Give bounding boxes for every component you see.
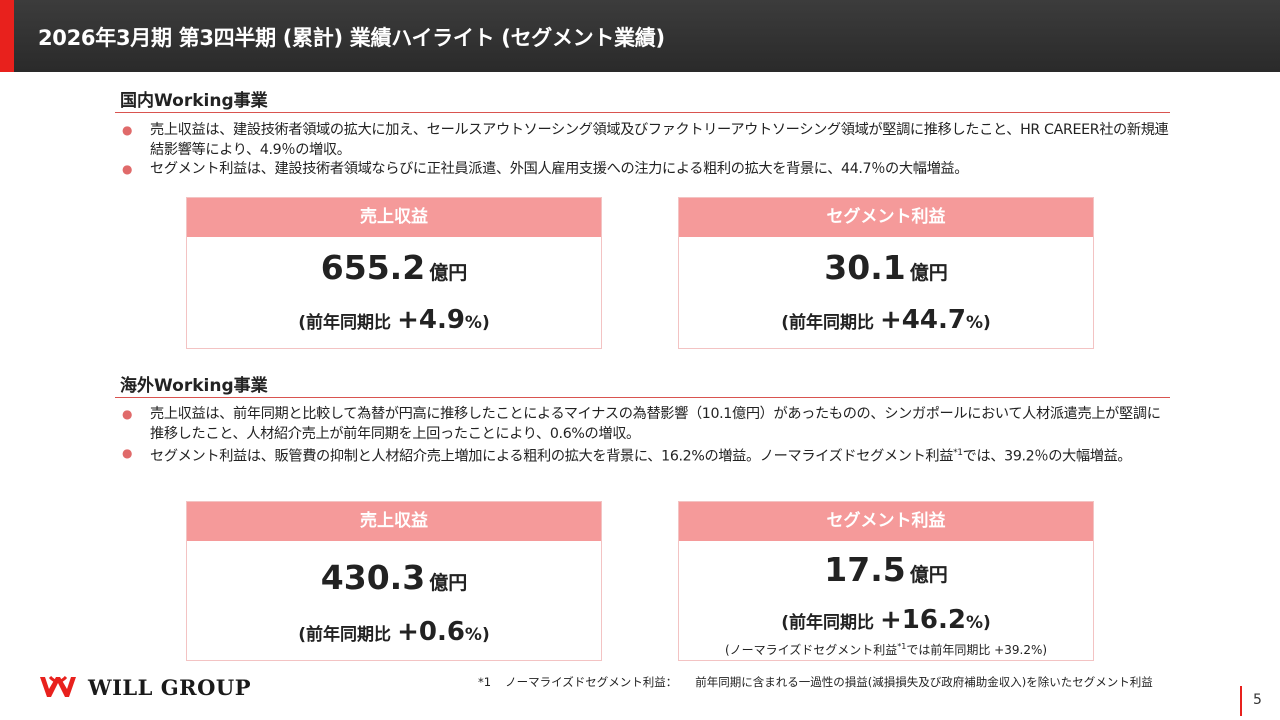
overseas-bullet-list: ● 売上収益は、前年同期と比較して為替が円高に推移したことによるマイナスの為替影響… — [120, 405, 1170, 467]
card-unit: 億円 — [429, 572, 468, 594]
footnote-ref: *1 — [897, 642, 907, 651]
card-value-line: 30.1 億円 — [679, 248, 1093, 287]
card-yoy-value: +4.9 — [397, 305, 465, 335]
card-yoy-suffix: %) — [464, 625, 490, 645]
footnote: *1 ノーマライズドセグメント利益： 前年同期に含まれる一過性の損益(減損損失及び政… — [478, 674, 1153, 690]
card-value: 17.5 — [824, 550, 906, 589]
domestic-bullet-revenue: ● 売上収益は、建設技術者領域の拡大に加え、セールスアウトソーシング領域及びファク… — [120, 121, 1170, 160]
card-yoy-line: (前年同期比 +4.9%) — [187, 305, 601, 335]
overseas-bullet-revenue: ● 売上収益は、前年同期と比較して為替が円高に推移したことによるマイナスの為替影響… — [120, 405, 1170, 444]
card-value: 430.3 — [320, 558, 426, 597]
overseas-profit-card: セグメント利益 17.5 億円 (前年同期比 +16.2%) (ノーマライズドセグメ… — [678, 501, 1094, 661]
domestic-bullet-profit-text: セグメント利益は、建設技術者領域ならびに正社員派遣、外国人雇用支援への注力による… — [150, 161, 969, 177]
footnote-term: ノーマライズドセグメント利益： — [505, 675, 678, 689]
page-number: 5 — [1253, 692, 1262, 708]
card-value-line: 430.3 億円 — [187, 558, 601, 597]
footnote-ref: *1 — [953, 448, 963, 458]
overseas-bullet-profit: ● セグメント利益は、販管費の抑制と人材紹介売上増加による粗利の拡大を背景に、16… — [120, 444, 1170, 467]
domestic-revenue-card: 売上収益 655.2 億円 (前年同期比 +4.9%) — [186, 197, 602, 349]
card-unit: 億円 — [909, 564, 948, 586]
company-logo: WILL GROUP — [38, 674, 251, 700]
card-yoy-label: (前年同期比 — [298, 313, 392, 333]
bullet-dot-icon: ● — [122, 123, 133, 137]
card-yoy-suffix: %) — [965, 613, 991, 633]
domestic-profit-card: セグメント利益 30.1 億円 (前年同期比 +44.7%) — [678, 197, 1094, 349]
overseas-revenue-card: 売上収益 430.3 億円 (前年同期比 +0.6%) — [186, 501, 602, 661]
card-unit: 億円 — [429, 262, 468, 284]
card-yoy-value: +16.2 — [880, 605, 966, 635]
card-value-line: 17.5 億円 — [679, 550, 1093, 589]
card-value: 30.1 — [824, 248, 906, 287]
bullet-dot-icon: ● — [122, 446, 133, 460]
card-yoy-line: (前年同期比 +16.2%) — [679, 605, 1093, 635]
domestic-bullet-profit: ● セグメント利益は、建設技術者領域ならびに正社員派遣、外国人雇用支援への注力によ… — [120, 160, 1170, 180]
card-yoy-label: (前年同期比 — [298, 625, 392, 645]
overseas-bullet-revenue-text: 売上収益は、前年同期と比較して為替が円高に推移したことによるマイナスの為替影響（… — [150, 406, 1161, 442]
card-yoy-value: +0.6 — [397, 617, 465, 647]
domestic-bullet-list: ● 売上収益は、建設技術者領域の拡大に加え、セールスアウトソーシング領域及びファク… — [120, 121, 1170, 180]
card-yoy-label: (前年同期比 — [781, 613, 875, 633]
page-number-bar — [1240, 686, 1242, 716]
domestic-bullet-revenue-text: 売上収益は、建設技術者領域の拡大に加え、セールスアウトソーシング領域及びファクト… — [150, 122, 1169, 158]
slide-title: 2026年3月期 第3四半期 (累計) 業績ハイライト (セグメント業績) — [38, 26, 665, 50]
card-header: 売上収益 — [187, 502, 601, 541]
footnote-text: 前年同期に含まれる一過性の損益(減損損失及び政府補助金収入)を除いたセグメント利… — [695, 675, 1153, 689]
card-yoy-suffix: %) — [464, 313, 490, 333]
header-accent-bar — [0, 0, 14, 72]
card-yoy-label: (前年同期比 — [781, 313, 875, 333]
slide-header: 2026年3月期 第3四半期 (累計) 業績ハイライト (セグメント業績) — [0, 0, 1280, 72]
card-yoy-line: (前年同期比 +0.6%) — [187, 617, 601, 647]
card-header: セグメント利益 — [679, 502, 1093, 541]
card-value-line: 655.2 億円 — [187, 248, 601, 287]
note-text-b: では前年同期比 +39.2%) — [906, 643, 1048, 657]
card-header: セグメント利益 — [679, 198, 1093, 237]
bullet-dot-icon: ● — [122, 407, 133, 421]
overseas-bullet-profit-text-b: では、39.2％の大幅増益。 — [962, 448, 1132, 465]
overseas-section-rule — [115, 397, 1170, 398]
bullet-dot-icon: ● — [122, 162, 133, 176]
note-text-a: (ノーマライズドセグメント利益 — [724, 643, 898, 657]
card-header: 売上収益 — [187, 198, 601, 237]
card-yoy-value: +44.7 — [880, 305, 966, 335]
card-unit: 億円 — [909, 262, 948, 284]
footnote-mark: *1 — [478, 675, 492, 689]
card-yoy-suffix: %) — [965, 313, 991, 333]
domestic-section-title: 国内Working事業 — [120, 91, 268, 111]
overseas-section-title: 海外Working事業 — [120, 376, 268, 396]
overseas-bullet-profit-text-a: セグメント利益は、販管費の抑制と人材紹介売上増加による粗利の拡大を背景に、16.… — [150, 448, 954, 465]
card-yoy-line: (前年同期比 +44.7%) — [679, 305, 1093, 335]
domestic-section-rule — [115, 112, 1170, 113]
logo-text: WILL GROUP — [88, 674, 252, 700]
card-normalized-note: (ノーマライズドセグメント利益*1では前年同期比 +39.2%) — [679, 641, 1093, 658]
card-value: 655.2 — [320, 248, 426, 287]
will-group-logo-icon — [40, 675, 76, 697]
